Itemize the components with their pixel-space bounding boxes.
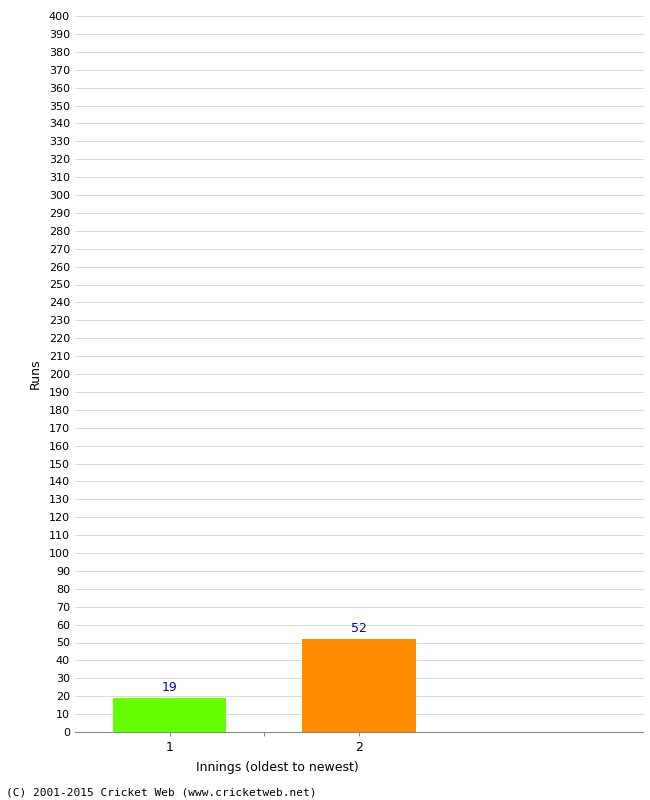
Text: 19: 19 (162, 682, 177, 694)
Bar (302, 639, 416, 732)
Bar (112, 698, 226, 732)
Text: 52: 52 (351, 622, 367, 635)
Text: Innings (oldest to newest): Innings (oldest to newest) (196, 761, 359, 774)
Text: (C) 2001-2015 Cricket Web (www.cricketweb.net): (C) 2001-2015 Cricket Web (www.cricketwe… (6, 787, 317, 798)
Y-axis label: Runs: Runs (29, 358, 42, 390)
